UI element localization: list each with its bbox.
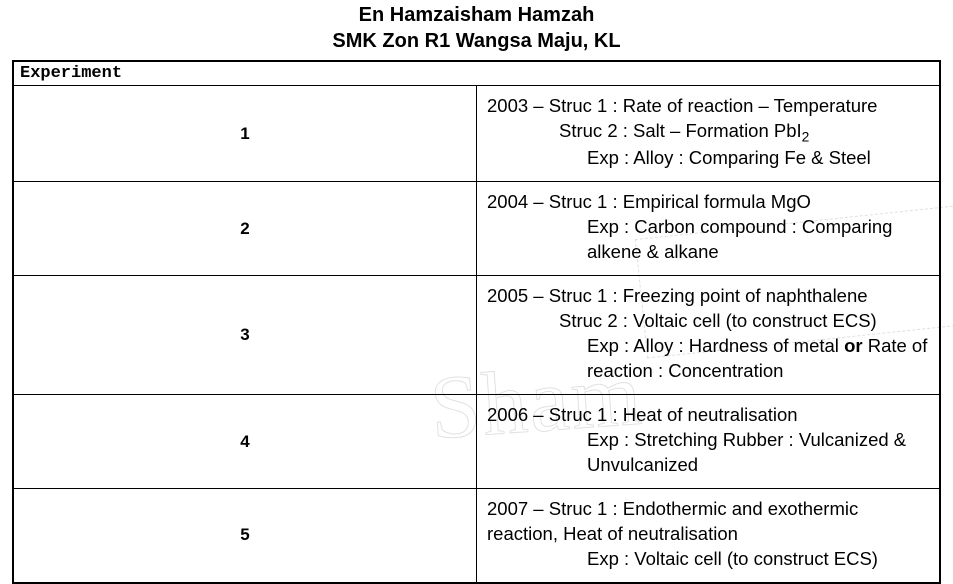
exp-line: Exp : Stretching Rubber : Vulcanized & U…: [487, 428, 929, 478]
table-row: 5 2007 – Struc 1 : Endothermic and exoth…: [13, 489, 940, 583]
table-row: 1 2003 – Struc 1 : Rate of reaction – Te…: [13, 86, 940, 182]
struc2-line: Struc 2 : Voltaic cell (to construct ECS…: [487, 309, 929, 334]
year: 2005: [487, 285, 528, 306]
table-header-row: Experiment: [13, 61, 940, 86]
row-content: 2006 – Struc 1 : Heat of neutralisation …: [477, 395, 941, 489]
document-header: En Hamzaisham Hamzah SMK Zon R1 Wangsa M…: [0, 0, 953, 60]
row-year-line: 2004 – Struc 1 : Empirical formula MgO: [487, 190, 929, 215]
exp-pre: Exp : Alloy : Hardness of metal: [587, 335, 844, 356]
row-year-line: 2003 – Struc 1 : Rate of reaction – Temp…: [487, 94, 929, 119]
experiment-table: Experiment 1 2003 – Struc 1 : Rate of re…: [12, 60, 941, 584]
row-content: 2003 – Struc 1 : Rate of reaction – Temp…: [477, 86, 941, 182]
row-year-line: 2005 – Struc 1 : Freezing point of napht…: [487, 284, 929, 309]
struc1: Struc 1 : Endothermic and exothermic rea…: [487, 498, 858, 544]
exp-line: Exp : Alloy : Comparing Fe & Steel: [487, 146, 929, 171]
table-header: Experiment: [13, 61, 940, 86]
struc2-line: Struc 2 : Salt – Formation PbI2: [487, 119, 929, 146]
table-row: 4 2006 – Struc 1 : Heat of neutralisatio…: [13, 395, 940, 489]
year: 2006: [487, 404, 528, 425]
experiment-table-wrap: Experiment 1 2003 – Struc 1 : Rate of re…: [12, 60, 941, 584]
struc1: Struc 1 : Empirical formula MgO: [549, 191, 811, 212]
row-content: 2005 – Struc 1 : Freezing point of napht…: [477, 276, 941, 395]
exp-line: Exp : Alloy : Hardness of metal or Rate …: [487, 334, 929, 384]
table-row: 3 2005 – Struc 1 : Freezing point of nap…: [13, 276, 940, 395]
struc2-sub: 2: [802, 129, 810, 145]
row-number: 4: [13, 395, 477, 489]
row-number: 1: [13, 86, 477, 182]
struc1: Struc 1 : Rate of reaction – Temperature: [549, 95, 878, 116]
row-year-line: 2006 – Struc 1 : Heat of neutralisation: [487, 403, 929, 428]
year: 2004: [487, 191, 528, 212]
header-line-2: SMK Zon R1 Wangsa Maju, KL: [0, 28, 953, 54]
exp-line: Exp : Carbon compound : Comparing alkene…: [487, 215, 929, 265]
header-line-1: En Hamzaisham Hamzah: [0, 2, 953, 28]
exp-or: or: [844, 335, 863, 356]
table-row: 2 2004 – Struc 1 : Empirical formula MgO…: [13, 182, 940, 276]
row-content: 2007 – Struc 1 : Endothermic and exother…: [477, 489, 941, 583]
struc1: Struc 1 : Heat of neutralisation: [549, 404, 798, 425]
exp-line: Exp : Voltaic cell (to construct ECS): [487, 547, 929, 572]
struc2: Struc 2 : Salt – Formation PbI: [559, 120, 802, 141]
struc1: Struc 1 : Freezing point of naphthalene: [549, 285, 868, 306]
row-number: 3: [13, 276, 477, 395]
row-year-line: 2007 – Struc 1 : Endothermic and exother…: [487, 497, 929, 547]
year: 2003: [487, 95, 528, 116]
row-number: 5: [13, 489, 477, 583]
year: 2007: [487, 498, 528, 519]
row-number: 2: [13, 182, 477, 276]
row-content: 2004 – Struc 1 : Empirical formula MgO E…: [477, 182, 941, 276]
